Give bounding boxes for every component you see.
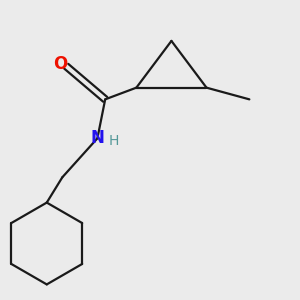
- Text: N: N: [91, 129, 104, 147]
- Text: O: O: [53, 55, 68, 73]
- Text: H: H: [109, 134, 119, 148]
